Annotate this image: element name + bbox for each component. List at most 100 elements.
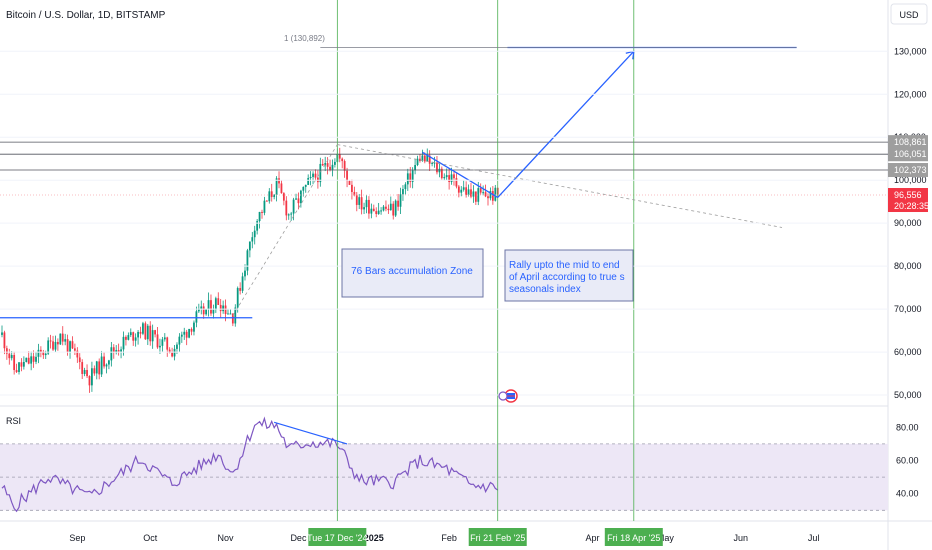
candle-body [115, 350, 118, 352]
candle-body [207, 300, 210, 310]
candle-body [484, 192, 487, 197]
price-tick-label: 120,000 [894, 89, 927, 99]
candle-body [377, 210, 380, 215]
candle-body [380, 210, 382, 212]
candle-body [35, 356, 37, 362]
time-tick-label: 2025 [364, 533, 384, 543]
accumulation-zone-box[interactable] [341, 248, 484, 298]
flag-icon[interactable] [504, 389, 518, 403]
candle-body [91, 368, 93, 386]
price-badge [888, 188, 928, 213]
candle-body [146, 325, 149, 340]
time-highlight-label: Tue 17 Dec '24 [307, 533, 367, 543]
candle-body [39, 349, 42, 352]
candle-body [86, 370, 88, 377]
candle-body [355, 195, 358, 205]
candle-body [95, 361, 98, 374]
candle-body [278, 178, 280, 184]
candle-body [110, 347, 113, 361]
candle-body [154, 330, 156, 335]
candle-body [139, 331, 142, 334]
candle-body [365, 199, 368, 208]
price-tick-label: 70,000 [894, 304, 922, 314]
candle-body [404, 184, 407, 190]
time-axis[interactable]: Sep Oct Nov Dec 2025 Feb Apr May Jun Jul Tue 17 De… [69, 528, 819, 546]
candle-body [117, 350, 120, 352]
price-badge-label: 102,373 [894, 165, 927, 175]
rsi-pane-label: RSI [6, 416, 21, 426]
time-highlight-label: Fri 21 Feb '25 [470, 533, 525, 543]
time-tick-label: Nov [218, 533, 235, 543]
candle-body [409, 173, 412, 182]
candle-body [71, 341, 74, 349]
candle-body [15, 370, 18, 373]
currency-label: USD [899, 10, 919, 20]
candle-body [462, 187, 465, 190]
candle-body [231, 313, 234, 324]
candle-body [309, 176, 312, 179]
candle-body [304, 184, 307, 187]
candle-body [482, 192, 485, 194]
candle-body [353, 191, 356, 196]
candle-body [360, 197, 363, 210]
candle-body [134, 337, 137, 341]
time-tick-label: Jul [808, 533, 820, 543]
candle-body [334, 161, 336, 165]
candle-body [151, 330, 154, 342]
projection-arrow [497, 50, 635, 198]
candle-body [302, 186, 305, 191]
candle-body [292, 199, 295, 214]
candle-body [59, 333, 62, 345]
candle-body [224, 305, 227, 315]
candle-body [217, 298, 220, 305]
candle-body [205, 309, 208, 315]
price-badge [888, 163, 928, 178]
candle-body [321, 163, 324, 166]
candle-body [166, 337, 169, 350]
candle-body [144, 323, 147, 340]
candle-body [406, 173, 409, 185]
candle-body [389, 203, 392, 211]
drawings [0, 0, 888, 521]
candle-body [108, 360, 110, 365]
event-icon[interactable] [498, 391, 508, 401]
time-tick-label: Dec [290, 533, 307, 543]
price-badge-label: 108,861 [894, 137, 927, 147]
currency-button[interactable] [890, 3, 928, 25]
candle-body [5, 348, 8, 354]
candle-body [244, 270, 246, 277]
candle-body [491, 191, 494, 201]
candle-body [341, 158, 344, 162]
candle-body [445, 175, 448, 178]
candle-body [329, 166, 331, 170]
candle-body [69, 341, 71, 353]
candle-body [81, 362, 84, 374]
candle-body [487, 196, 489, 199]
price-axis[interactable]: 130,000120,000110,000100,00090,00080,000… [0, 46, 927, 400]
candle-body [239, 288, 242, 291]
rsi-divergence-line [273, 421, 348, 445]
candle-body [105, 364, 108, 367]
candle-body [477, 188, 480, 202]
candle-body [159, 345, 161, 348]
candle-body [197, 308, 200, 312]
candle-body [30, 356, 33, 364]
candle-body [385, 206, 387, 209]
rally-note-box[interactable] [504, 249, 634, 302]
candle-body [142, 323, 144, 334]
candle-body [122, 336, 125, 350]
candle-body [195, 311, 198, 323]
candle-body [241, 276, 244, 291]
candle-body [467, 189, 470, 195]
candle-body [168, 349, 171, 353]
candle-body [399, 194, 402, 207]
candle-body [129, 332, 132, 336]
candle-body [372, 208, 375, 212]
candle-body [125, 336, 127, 340]
candle-body [411, 170, 414, 182]
candle-body [438, 168, 441, 173]
time-tick-label: Feb [441, 533, 457, 543]
candle-body [416, 158, 419, 166]
